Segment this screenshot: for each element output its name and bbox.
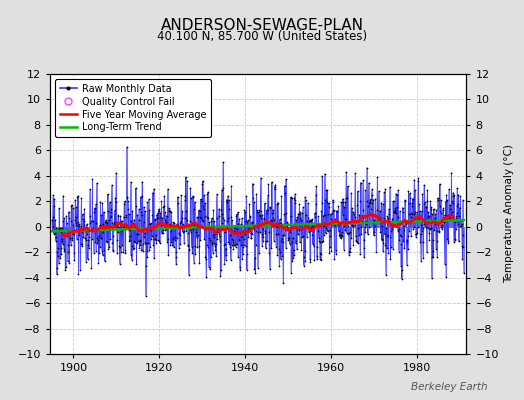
Five Year Moving Average — [429, 220, 435, 225]
Five Year Moving Average — [224, 226, 231, 231]
Five Year Moving Average — [61, 234, 67, 238]
Five Year Moving Average — [252, 224, 258, 229]
Line: Five Year Moving Average: Five Year Moving Average — [63, 214, 453, 236]
Text: ANDERSON-SEWAGE-PLAN: ANDERSON-SEWAGE-PLAN — [160, 18, 364, 33]
Text: 40.100 N, 85.700 W (United States): 40.100 N, 85.700 W (United States) — [157, 30, 367, 43]
Five Year Moving Average — [408, 220, 414, 224]
Five Year Moving Average — [450, 216, 456, 220]
Five Year Moving Average — [246, 229, 253, 234]
Five Year Moving Average — [60, 232, 66, 236]
Five Year Moving Average — [368, 212, 374, 216]
Legend: Raw Monthly Data, Quality Control Fail, Five Year Moving Average, Long-Term Tren: Raw Monthly Data, Quality Control Fail, … — [54, 79, 211, 137]
Five Year Moving Average — [165, 223, 171, 228]
Text: Berkeley Earth: Berkeley Earth — [411, 382, 487, 392]
Y-axis label: Temperature Anomaly (°C): Temperature Anomaly (°C) — [504, 144, 515, 284]
